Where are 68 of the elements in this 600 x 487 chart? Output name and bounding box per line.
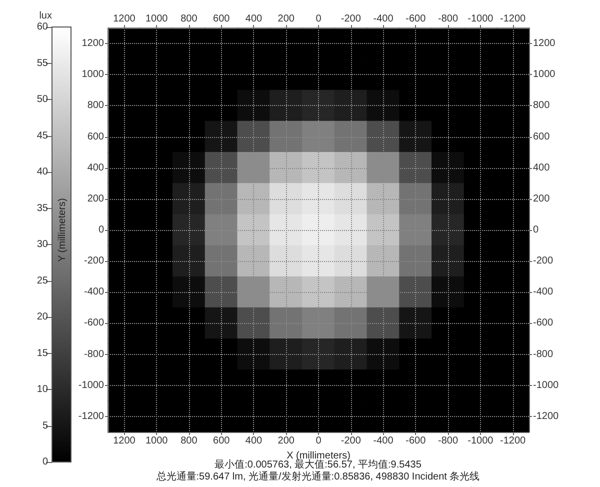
- x-tick-label: -600: [406, 436, 426, 446]
- y2-tick-label: -1200: [78, 410, 104, 422]
- category-label: 600: [213, 14, 230, 24]
- color-bar-label: 25: [36, 275, 48, 286]
- y-tick-label: -1200: [533, 410, 560, 422]
- x-tick-label: -1200: [500, 436, 526, 446]
- category-label: -200: [340, 14, 361, 24]
- category-label: 200: [278, 14, 294, 24]
- x-tick-label: 1200: [113, 436, 136, 446]
- color-bar-label: 50: [36, 94, 48, 105]
- y-tick-label: -1000: [533, 380, 560, 391]
- category-label: -600: [406, 14, 426, 24]
- y2-tick-label: 1000: [82, 69, 104, 80]
- category-label: 0: [316, 14, 322, 24]
- y2-tick-label: -600: [84, 318, 104, 329]
- y-tick-label: 0: [533, 224, 539, 236]
- color-bar-label: 20: [36, 312, 48, 322]
- y2-tick-label: -200: [84, 256, 104, 267]
- text: 总光通量:59.647 lm, 光通量/发射光通量:0.85836, 498830 Incident 条光线: [155, 470, 480, 482]
- color-bar-label: 0: [42, 456, 48, 468]
- color-bar-label: 60: [36, 22, 48, 32]
- y-tick-label: 400: [533, 162, 550, 174]
- x-tick-label: 200: [278, 436, 295, 446]
- x-tick-label: 800: [180, 436, 198, 446]
- category-label: -1200: [500, 14, 526, 24]
- y-tick-label: 200: [533, 193, 550, 204]
- color-bar-label: 5: [42, 420, 48, 432]
- category-label: -800: [438, 14, 458, 24]
- y-tick-label: -600: [533, 318, 554, 329]
- y-tick-label: 1200: [533, 38, 556, 50]
- y2-tick-label: 400: [87, 162, 104, 174]
- color-bar-title: lux: [39, 10, 52, 22]
- y-tick-label: 1000: [533, 69, 556, 80]
- color-bar-label: 10: [36, 384, 48, 395]
- y2-tick-label: -400: [84, 286, 104, 298]
- category-label: -400: [373, 14, 394, 24]
- y-tick-label: -200: [533, 256, 554, 267]
- category-label: -1000: [468, 14, 494, 24]
- y2-tick-label: -1000: [78, 380, 104, 391]
- y2-tick-label: 600: [87, 131, 104, 142]
- x-tick-label: 600: [213, 436, 230, 446]
- color-bar-label: 55: [36, 58, 48, 69]
- x-tick-label: -1000: [468, 436, 494, 446]
- category-label: 800: [180, 14, 198, 24]
- y-tick-label: -800: [533, 348, 554, 360]
- category-label: 400: [245, 14, 262, 24]
- y2-tick-label: 800: [87, 100, 104, 112]
- x-tick-label: 1000: [145, 436, 168, 446]
- y2-tick-label: 1200: [82, 38, 104, 50]
- y2-tick-label: -800: [84, 348, 104, 360]
- category-label: 1000: [145, 14, 168, 24]
- x-tick-label: 0: [316, 436, 322, 446]
- x-tick-label: 400: [245, 436, 263, 446]
- category-label: 1200: [113, 14, 136, 24]
- x-tick-label: -800: [438, 436, 458, 446]
- color-bar-label: 40: [36, 166, 48, 178]
- y-tick-label: 600: [533, 131, 550, 142]
- y2-tick-label: 0: [98, 224, 104, 236]
- y-tick-label: -400: [533, 286, 554, 298]
- y-axis-title: Y (millimeters): [57, 198, 68, 262]
- color-bar-label: 15: [36, 348, 48, 359]
- x-tick-label: -400: [373, 436, 394, 446]
- color-bar-label: 45: [36, 130, 48, 142]
- y2-tick-label: 200: [87, 193, 104, 204]
- x-tick-label: -200: [340, 436, 362, 446]
- y-tick-label: 800: [533, 100, 550, 112]
- color-bar-label: 35: [36, 202, 48, 214]
- color-bar-label: 30: [36, 239, 48, 250]
